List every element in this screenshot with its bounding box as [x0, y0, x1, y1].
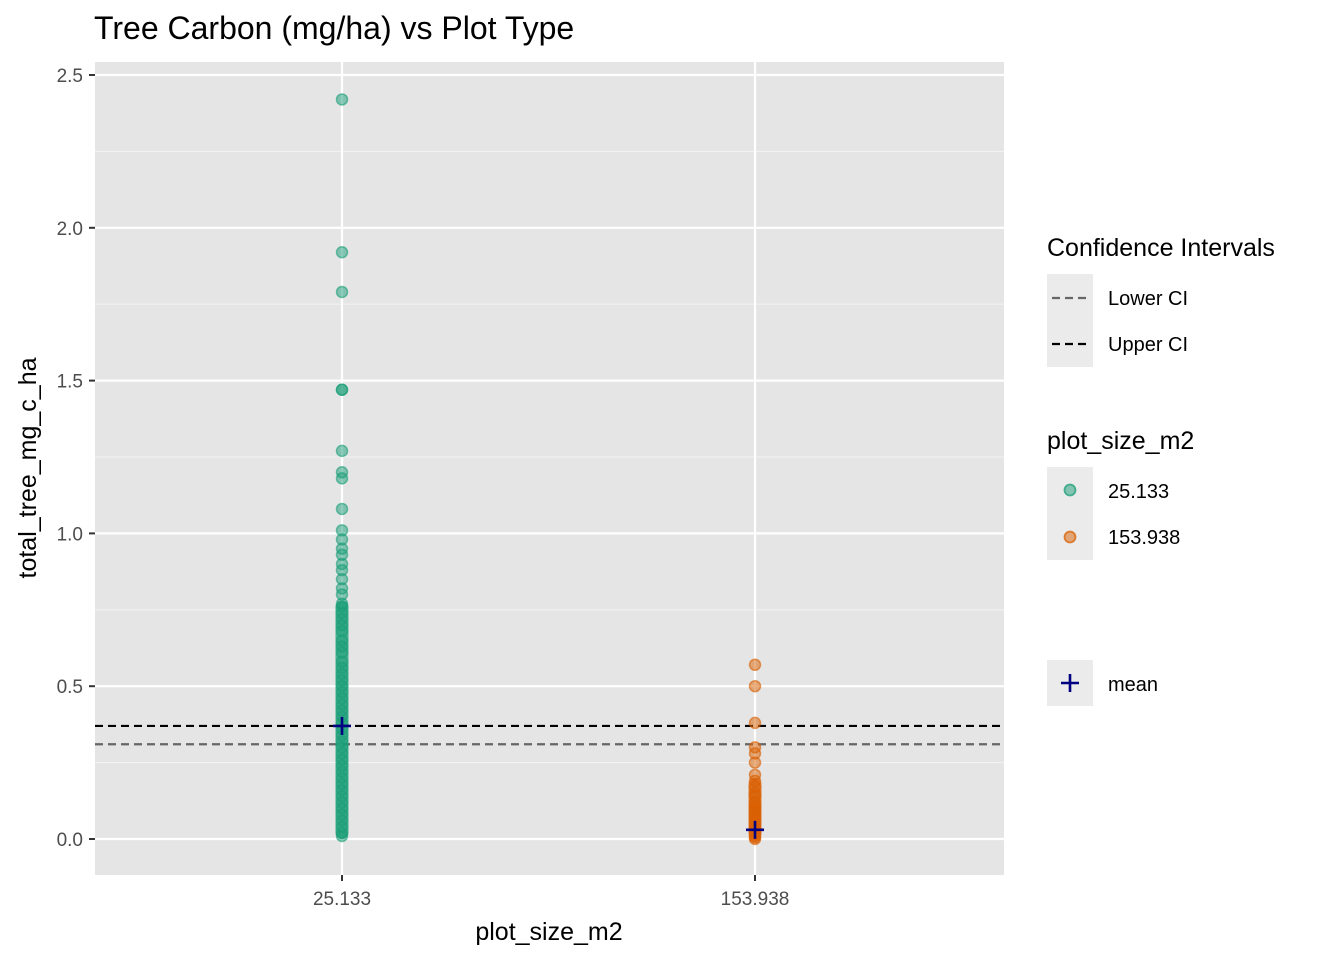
plot-panel: [95, 62, 1004, 875]
legend-mean-plus-icon: [1061, 674, 1079, 692]
grid-lines: [95, 62, 1004, 875]
data-point: [335, 245, 349, 259]
x-tick-label: 25.133: [313, 889, 371, 910]
data-point: [335, 285, 349, 299]
legend-ci-key-bg: [1047, 274, 1093, 367]
legend-plot-size: plot_size_m2 25.133 153.938: [1047, 427, 1194, 560]
data-point: [335, 472, 349, 485]
y-tick-label: 1.5: [57, 372, 83, 393]
data-point: [335, 444, 349, 458]
ci-lines: [95, 724, 1004, 746]
y-tick-label: 2.0: [57, 219, 83, 240]
dense-point-cluster: [748, 777, 762, 839]
y-tick-label: 0.5: [57, 677, 83, 698]
legend-upper-ci-label: Upper CI: [1108, 334, 1188, 356]
data-point: [748, 756, 762, 769]
x-axis-title: plot_size_m2: [475, 918, 622, 946]
chart-title: Tree Carbon (mg/ha) vs Plot Type: [94, 10, 574, 46]
y-tick-label: 2.5: [57, 66, 83, 87]
legend-plot-size-key-bg: [1047, 467, 1093, 560]
legend-ci: Confidence Intervals Lower CI Upper CI: [1047, 234, 1275, 367]
legend-label-25133: 25.133: [1108, 481, 1169, 503]
x-axis: 25.133 153.938: [313, 875, 789, 910]
data-point: [748, 716, 762, 730]
data-points: [335, 93, 762, 846]
data-point: [748, 658, 762, 672]
data-point: [748, 679, 762, 693]
y-axis: 0.0 0.5 1.0 1.5 2.0 2.5: [57, 66, 95, 851]
mean-marker: [746, 820, 764, 839]
y-tick-label: 1.0: [57, 524, 83, 545]
legend-dot-153938: [1063, 530, 1077, 544]
legend-plot-size-title: plot_size_m2: [1047, 427, 1194, 455]
mean-markers: [333, 716, 764, 839]
legend-ci-title: Confidence Intervals: [1047, 234, 1275, 262]
legend-mean-label: mean: [1108, 674, 1158, 696]
x-tick-label: 153.938: [721, 889, 790, 910]
mean-marker: [333, 716, 351, 735]
legend-dot-25133: [1063, 483, 1077, 497]
legend-lower-ci-label: Lower CI: [1108, 288, 1188, 310]
legend-mean: mean: [1047, 660, 1158, 706]
data-point: [335, 383, 349, 397]
legend-label-153938: 153.938: [1108, 527, 1180, 549]
y-axis-title: total_tree_mg_c_ha: [14, 357, 42, 578]
y-tick-label: 0.0: [57, 830, 83, 851]
data-point: [335, 502, 349, 516]
legend-mean-plus: [1061, 674, 1079, 692]
data-point: [335, 93, 349, 106]
